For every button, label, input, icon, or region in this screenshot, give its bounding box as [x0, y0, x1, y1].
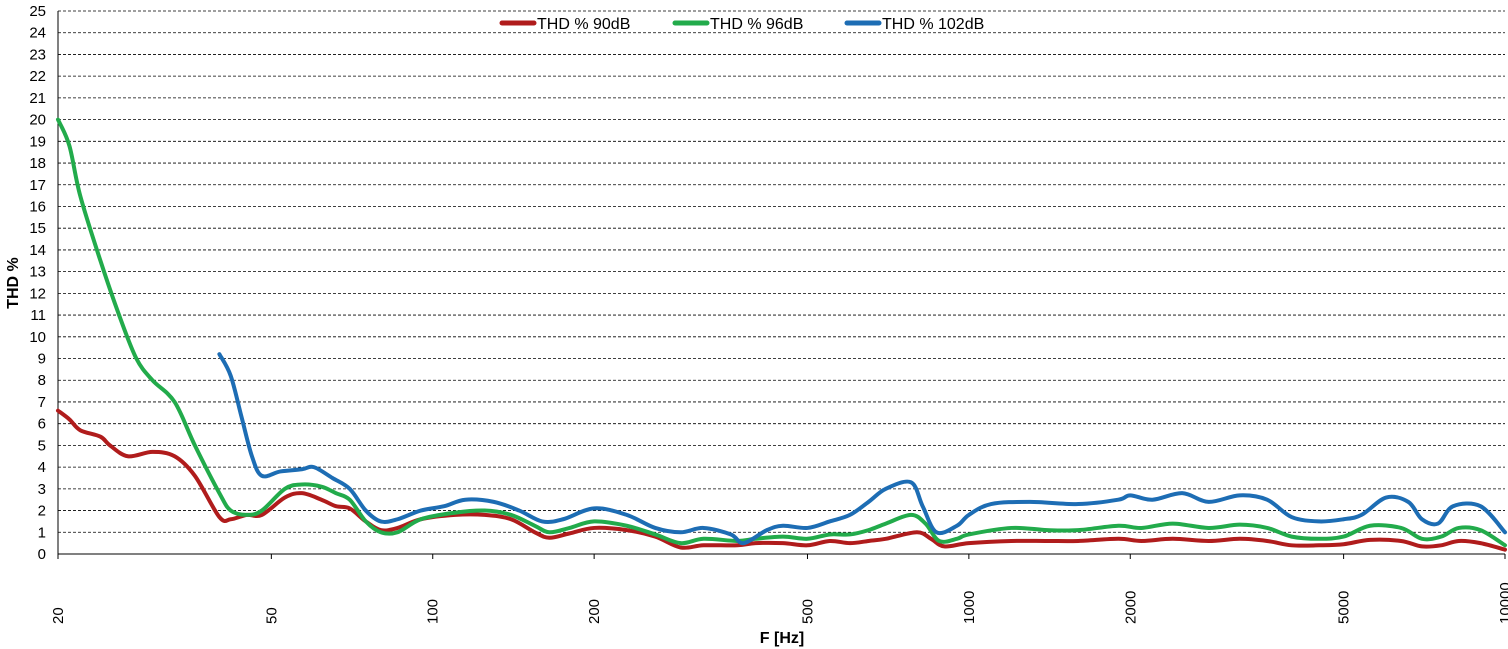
x-tick-label-20: 20 [50, 607, 67, 624]
gridlines [58, 10, 1505, 533]
y-tick-label-1: 1 [38, 524, 46, 541]
y-tick-label-15: 15 [29, 220, 46, 237]
series-line-3 [217, 352, 1507, 546]
y-tick-label-4: 4 [38, 459, 46, 476]
x-tick-label-100: 100 [425, 599, 442, 624]
y-tick-label-10: 10 [29, 329, 46, 346]
y-tick-label-21: 21 [29, 90, 46, 107]
legend: THD % 90dB THD % 96dB THD % 102dB [499, 16, 984, 33]
y-tick-label-2: 2 [38, 503, 46, 520]
y-tick-label-12: 12 [29, 285, 46, 302]
y-tick-label-13: 13 [29, 264, 46, 281]
series-lines [56, 117, 1507, 552]
y-tick-labels: 0123456789101112131415161718192021222324… [29, 3, 46, 563]
y-tick-label-16: 16 [29, 198, 46, 215]
y-tick-label-23: 23 [29, 46, 46, 63]
x-tick-labels: 20 50 100 200 500 1000 2000 5000 10000 [50, 582, 1508, 624]
x-tick-label-500: 500 [799, 599, 816, 624]
y-tick-label-17: 17 [29, 177, 46, 194]
legend-label-2: THD % 96dB [710, 16, 803, 33]
y-tick-label-7: 7 [38, 394, 46, 411]
x-tick-label-5000: 5000 [1336, 591, 1353, 624]
x-tick-label-200: 200 [586, 599, 603, 624]
series-line-1 [56, 408, 1507, 552]
y-tick-label-0: 0 [38, 546, 46, 563]
y-tick-label-6: 6 [38, 416, 46, 433]
y-tick-label-24: 24 [29, 25, 46, 42]
y-tick-label-3: 3 [38, 481, 46, 498]
series-line-2 [56, 117, 1507, 548]
legend-label-1: THD % 90dB [537, 16, 630, 33]
y-tick-label-8: 8 [38, 372, 46, 389]
y-tick-label-14: 14 [29, 242, 46, 259]
y-tick-label-5: 5 [38, 437, 46, 454]
x-tick-label-2000: 2000 [1122, 591, 1139, 624]
y-tick-label-18: 18 [29, 155, 46, 172]
x-tick-label-10000: 10000 [1497, 582, 1508, 624]
y-tick-label-9: 9 [38, 351, 46, 368]
legend-label-3: THD % 102dB [882, 16, 984, 33]
x-tick-label-50: 50 [263, 607, 280, 624]
y-tick-label-20: 20 [29, 112, 46, 129]
y-axis-title: THD % [5, 257, 22, 309]
y-tick-label-22: 22 [29, 68, 46, 85]
y-tick-label-25: 25 [29, 3, 46, 20]
y-tick-label-19: 19 [29, 133, 46, 150]
axes [57, 11, 1506, 559]
y-tick-label-11: 11 [30, 307, 46, 324]
x-tick-label-1000: 1000 [961, 591, 978, 624]
x-axis-title: F [Hz] [760, 630, 804, 647]
